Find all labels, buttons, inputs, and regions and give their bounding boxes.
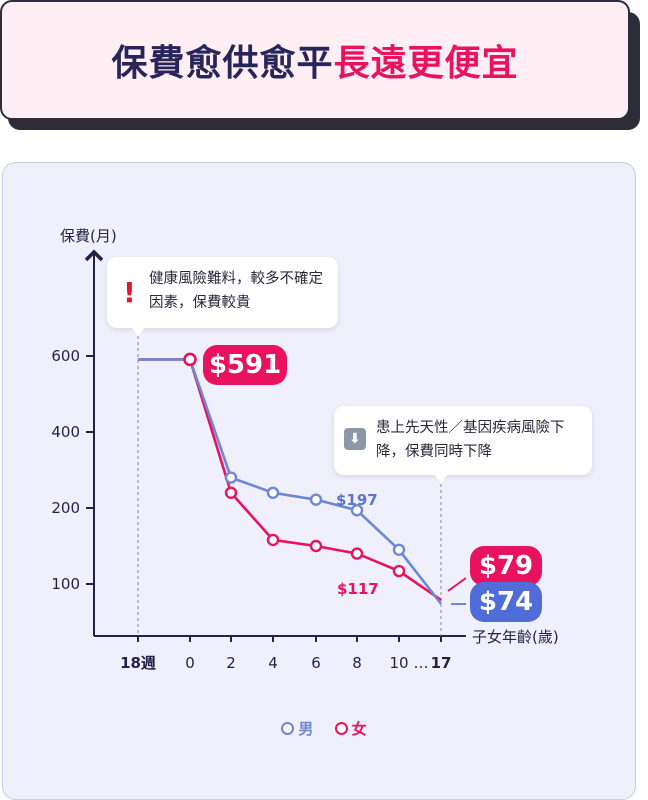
page-title: 保費愈供愈平長遠更便宜 xyxy=(111,34,518,86)
x-tick-label-5: 8 xyxy=(352,654,362,672)
x-tick-label-4: 6 xyxy=(311,654,321,672)
point-male-6 xyxy=(392,543,406,556)
tooltip-early-text: 健康風險難料，較多不確定因素，保費較貴 xyxy=(149,271,323,311)
legend-female: 女 xyxy=(334,718,367,739)
female-mid-label: $117 xyxy=(337,580,379,598)
point-male-4 xyxy=(309,493,323,506)
series-line-female xyxy=(138,358,442,602)
point-female-6 xyxy=(392,564,406,578)
title-part-2: 長遠更便宜 xyxy=(333,43,519,84)
point-male-2 xyxy=(224,471,238,484)
tooltip-late: ⬇ 患上先天性／基因疾病風險下降，保費同時下降 xyxy=(334,406,592,475)
tooltip-early-pointer xyxy=(131,327,145,336)
legend-female-label: 女 xyxy=(351,720,367,738)
legend-male-marker xyxy=(281,722,295,735)
tooltip-early: ! 健康風險難料，較多不確定因素，保費較貴 xyxy=(107,257,338,328)
y-tick-label-1: 400 xyxy=(51,423,80,441)
x-tick-label-3: 4 xyxy=(268,654,278,672)
x-tick-label-2: 2 xyxy=(226,654,236,672)
point-female-5 xyxy=(350,547,364,560)
point-male-3 xyxy=(266,486,280,499)
male-mid-label: $197 xyxy=(336,491,378,509)
male-end-pill: $74 xyxy=(470,582,542,622)
point-start xyxy=(183,352,197,367)
point-male-5 xyxy=(350,504,364,517)
series-line-male xyxy=(138,358,443,605)
series-points xyxy=(183,352,406,578)
y-axis-label: 保費(月) xyxy=(60,227,117,245)
x-tick-label-1: 0 xyxy=(185,654,195,672)
x-tick-label-0: 18週 xyxy=(120,654,156,672)
x-tick-label-6: 10 xyxy=(389,654,408,672)
x-ticks: 18週 0 2 4 6 8 10 … 17 xyxy=(120,636,451,672)
y-tick-label-2: 200 xyxy=(51,499,80,517)
start-value-pill: $591 xyxy=(203,345,287,385)
x-axis-label: 子女年齡(歲) xyxy=(472,628,559,646)
x-tick-label-8: 17 xyxy=(431,654,452,672)
legend-male-label: 男 xyxy=(298,720,314,738)
female-end-connector xyxy=(447,577,467,592)
y-tick-label-0: 600 xyxy=(51,347,80,365)
title-part-1: 保費愈供愈平 xyxy=(111,43,334,84)
legend: 男 女 xyxy=(0,718,648,739)
exclamation-icon: ! xyxy=(123,276,136,309)
legend-male: 男 xyxy=(281,718,313,739)
female-end-pill: $79 xyxy=(470,546,542,586)
y-ticks: 600 400 200 100 xyxy=(51,347,94,593)
y-tick-label-3: 100 xyxy=(51,575,80,593)
point-female-3 xyxy=(266,533,280,547)
down-arrow-icon: ⬇ xyxy=(344,428,366,450)
point-female-4 xyxy=(309,539,323,553)
legend-female-marker xyxy=(334,722,348,735)
tooltip-late-pointer xyxy=(434,474,448,483)
series-lines xyxy=(138,358,443,605)
tooltip-late-text: 患上先天性／基因疾病風險下降，保費同時下降 xyxy=(376,420,565,460)
point-female-2 xyxy=(224,486,238,499)
title-banner: 保費愈供愈平長遠更便宜 xyxy=(0,0,630,120)
x-tick-label-7: … xyxy=(414,654,429,672)
